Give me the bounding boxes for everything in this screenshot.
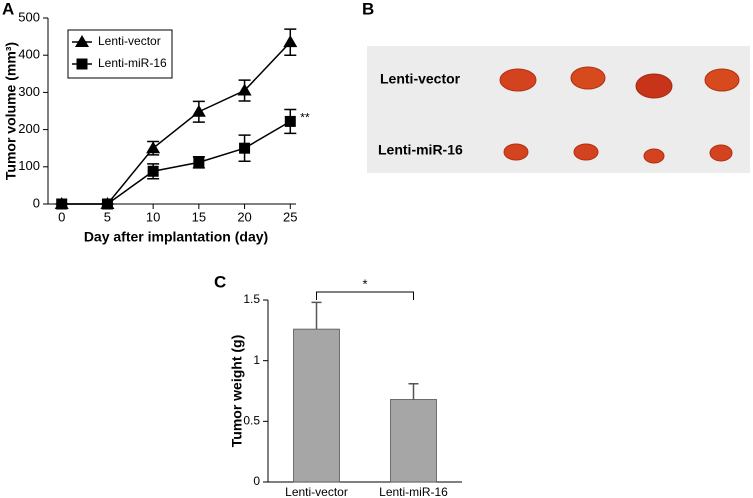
annotation: ** — [300, 111, 310, 125]
error-bar — [408, 382, 419, 400]
y-tick-label: 200 — [18, 121, 40, 136]
panel-label: B — [362, 0, 374, 18]
x-tick-label: 0 — [58, 209, 65, 224]
marker — [239, 142, 251, 154]
tumor-photo: Lenti-vector Lenti-miR-16 — [367, 46, 750, 173]
y-axis-label: Tumor volume (mm³) — [3, 42, 19, 180]
x-tick-label: 5 — [104, 209, 111, 224]
x-tick-label: 20 — [237, 209, 251, 224]
marker — [146, 141, 161, 154]
legend-label: Lenti-miR-16 — [98, 56, 167, 70]
y-tick-label: 500 — [18, 9, 40, 24]
tumor — [635, 73, 673, 99]
marker — [56, 198, 68, 210]
y-tick-label: 300 — [18, 84, 40, 99]
legend-label: Lenti-vector — [98, 34, 161, 48]
marker — [76, 58, 88, 70]
marker — [75, 35, 89, 47]
x-tick-label: Lenti-miR-16 — [379, 485, 448, 498]
marker — [147, 165, 159, 177]
y-tick-label: 1.5 — [243, 292, 260, 306]
y-axis-label: Tumor weight (g) — [229, 335, 245, 448]
marker — [283, 35, 298, 48]
marker — [101, 198, 113, 210]
legend-box — [67, 29, 173, 79]
tumor — [709, 144, 733, 162]
bar — [390, 399, 437, 483]
x-axis-label: Day after implantation (day) — [84, 229, 268, 245]
panel-label: A — [2, 0, 14, 18]
x-tick-label: Lenti-vector — [285, 485, 348, 498]
y-tick-label: 1 — [253, 353, 260, 367]
x-tick-label: 15 — [192, 209, 206, 224]
tumor — [499, 68, 537, 92]
tumor — [643, 148, 665, 164]
y-tick-label: 0 — [33, 195, 40, 210]
row-label: Lenti-vector — [380, 71, 461, 87]
y-tick-label: 0 — [253, 474, 260, 488]
marker — [193, 156, 205, 168]
annotation: * — [362, 276, 367, 291]
x-tick-label: 25 — [283, 209, 297, 224]
y-tick-label: 100 — [18, 158, 40, 173]
error-bar — [311, 301, 322, 330]
y-tick-label: 400 — [18, 47, 40, 62]
marker — [191, 104, 206, 117]
row-label: Lenti-miR-16 — [378, 142, 463, 158]
tumor — [503, 143, 529, 161]
panel-label: C — [214, 272, 226, 291]
marker — [237, 83, 252, 96]
series-line — [61, 120, 291, 205]
photo-background — [367, 46, 750, 173]
x-tick-label: 10 — [146, 209, 160, 224]
bar — [293, 328, 340, 483]
tumor — [570, 66, 606, 90]
tumor — [704, 68, 740, 92]
tumor — [573, 143, 599, 161]
y-tick-label: 0.5 — [243, 414, 260, 428]
marker — [284, 115, 296, 127]
significance-bracket — [316, 291, 414, 300]
